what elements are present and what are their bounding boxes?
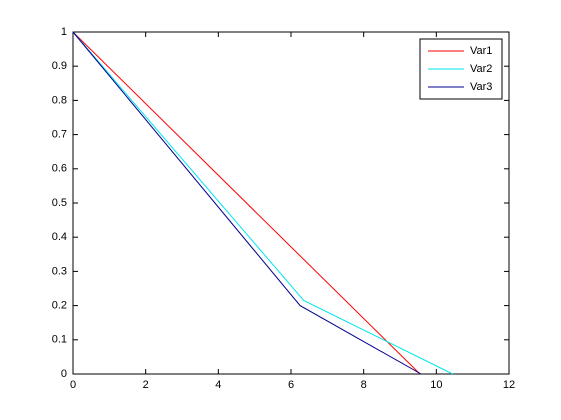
legend-label: Var2 bbox=[470, 63, 492, 75]
y-tick-label: 0.7 bbox=[52, 129, 67, 141]
y-tick-label: 0 bbox=[61, 368, 67, 380]
line-series bbox=[72, 31, 453, 375]
x-tick-label: 10 bbox=[430, 379, 442, 391]
x-tick-label: 8 bbox=[361, 379, 367, 391]
y-tick-label: 0.6 bbox=[52, 163, 67, 175]
y-tick-label: 0.5 bbox=[52, 197, 67, 209]
legend-label: Var3 bbox=[470, 81, 492, 93]
x-tick-label: 12 bbox=[503, 379, 515, 391]
line-series bbox=[72, 31, 421, 375]
y-tick-label: 0.4 bbox=[52, 231, 67, 243]
y-tick-label: 0.9 bbox=[52, 60, 67, 72]
x-tick-label: 4 bbox=[215, 379, 221, 391]
y-tick-label: 0.2 bbox=[52, 300, 67, 312]
x-tick-label: 6 bbox=[288, 379, 294, 391]
x-tick-label: 0 bbox=[70, 379, 76, 391]
x-tick-label: 2 bbox=[143, 379, 149, 391]
y-tick-label: 0.8 bbox=[52, 94, 67, 106]
y-tick-label: 1 bbox=[61, 26, 67, 38]
y-tick-label: 0.3 bbox=[52, 265, 67, 277]
line-series bbox=[72, 31, 422, 375]
y-tick-label: 0.1 bbox=[52, 334, 67, 346]
legend-label: Var1 bbox=[470, 45, 492, 57]
